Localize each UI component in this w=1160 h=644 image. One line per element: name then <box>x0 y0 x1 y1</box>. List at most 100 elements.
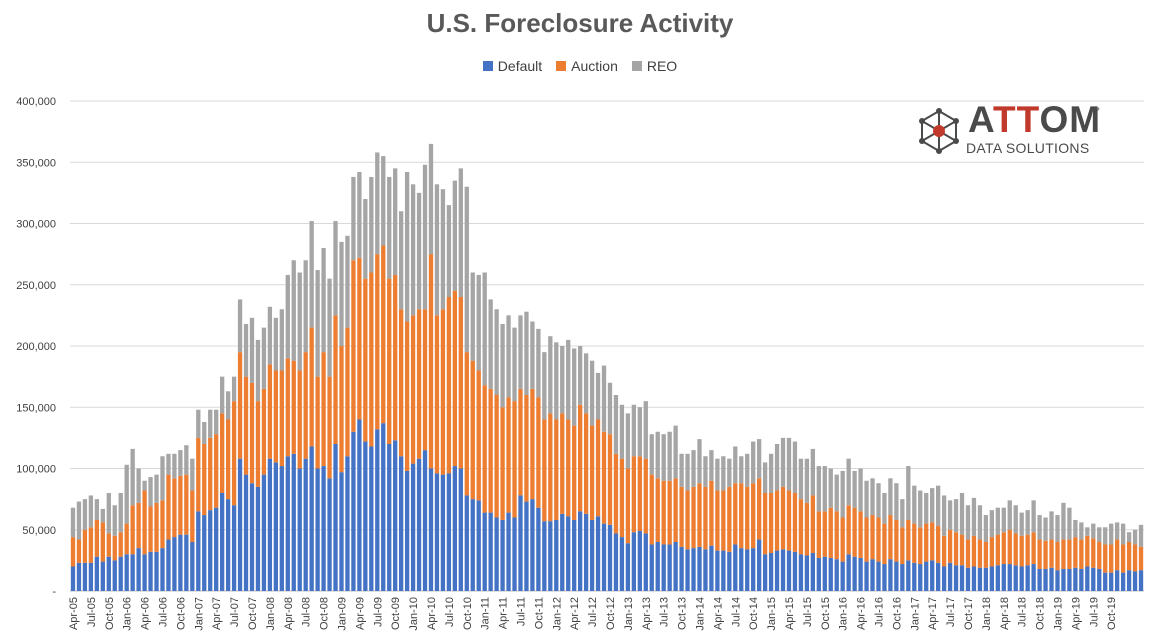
bar-auction <box>530 388 535 500</box>
bar-reo <box>631 404 636 457</box>
bar-auction <box>739 483 744 549</box>
bar-default <box>625 543 631 591</box>
bar-default <box>399 456 404 591</box>
bar-reo <box>225 391 231 420</box>
x-tick-label: Apr-18 <box>999 597 1011 630</box>
bar-reo <box>858 468 863 512</box>
bar-default <box>1079 568 1084 591</box>
bar-reo <box>1001 507 1006 533</box>
bar-reo <box>697 439 702 484</box>
bar-reo <box>94 499 99 520</box>
x-tick-label: Jul-08 <box>301 597 313 627</box>
bar-auction <box>804 502 810 556</box>
bar-reo <box>524 311 529 395</box>
bar-auction <box>231 401 237 506</box>
bar-auction <box>1025 534 1030 566</box>
bar-reo <box>739 456 744 484</box>
x-tick-label: Oct-07 <box>247 597 259 630</box>
bar-auction <box>1049 539 1054 568</box>
bar-reo <box>231 376 237 402</box>
bar-default <box>965 567 971 591</box>
x-tick-label: Oct-14 <box>748 597 760 630</box>
x-tick-label: Jul-09 <box>372 597 384 627</box>
bar-reo <box>888 478 893 516</box>
bar-reo <box>554 342 559 420</box>
x-tick-label: Apr-14 <box>712 597 724 630</box>
bar-default <box>172 537 177 591</box>
x-tick-label: Apr-11 <box>498 597 510 629</box>
bar-auction <box>1013 533 1018 566</box>
bar-auction <box>995 534 1000 566</box>
bar-reo <box>715 458 720 491</box>
bar-default <box>1043 568 1048 591</box>
bar-default <box>297 468 302 591</box>
bar-default <box>930 560 935 592</box>
bar-reo <box>1085 527 1090 536</box>
bar-reo <box>500 323 505 408</box>
bar-auction <box>858 511 863 558</box>
bar-reo <box>679 453 684 487</box>
bar-default <box>291 453 296 591</box>
bar-default <box>601 523 607 592</box>
bar-default <box>888 559 893 591</box>
bar-default <box>1097 568 1102 591</box>
bar-auction <box>94 519 99 557</box>
bar-auction <box>834 511 839 560</box>
bars <box>70 143 1144 592</box>
bar-auction <box>184 474 189 535</box>
bar-reo <box>124 464 129 524</box>
bar-reo <box>1115 522 1120 540</box>
bar-reo <box>482 272 487 386</box>
legend: Default Auction REO <box>0 58 1160 74</box>
bar-reo <box>1043 517 1048 541</box>
bar-auction <box>488 388 493 513</box>
bar-default <box>906 560 911 592</box>
bar-default <box>112 560 117 592</box>
bar-default <box>1019 566 1024 591</box>
bar-reo <box>369 176 374 273</box>
bar-default <box>870 559 875 591</box>
bar-reo <box>733 446 738 484</box>
legend-item-auction: Auction <box>556 58 618 74</box>
bar-default <box>190 542 195 591</box>
bar-reo <box>196 409 201 438</box>
bar-reo <box>1091 523 1096 539</box>
bar-reo <box>578 346 583 405</box>
bar-default <box>852 556 857 591</box>
bar-default <box>709 545 714 591</box>
bar-default <box>733 544 738 591</box>
bar-reo <box>1120 523 1126 545</box>
bar-auction <box>255 401 261 487</box>
bar-reo <box>655 431 660 479</box>
bar-auction <box>1061 539 1066 569</box>
bar-reo <box>172 453 177 479</box>
bar-auction <box>494 395 499 518</box>
bar-auction <box>888 515 893 560</box>
bar-reo <box>285 274 290 359</box>
bar-reo <box>804 458 810 503</box>
bar-auction <box>506 397 511 513</box>
chart-title: U.S. Foreclosure Activity <box>426 8 734 38</box>
bar-auction <box>900 527 905 565</box>
bar-default <box>1126 570 1132 591</box>
legend-swatch-auction <box>556 61 567 71</box>
bar-default <box>536 507 541 591</box>
bar-auction <box>697 483 702 547</box>
x-tick-label: Apr-07 <box>211 597 223 630</box>
bar-reo <box>1073 519 1078 538</box>
bar-auction <box>82 529 88 563</box>
bar-auction <box>1126 542 1132 571</box>
bar-auction <box>625 468 631 544</box>
y-tick-label: 400,000 <box>16 96 56 108</box>
x-tick-label: Oct-12 <box>605 597 617 630</box>
bar-default <box>542 521 547 591</box>
bar-default <box>136 548 141 592</box>
bar-auction <box>673 478 678 542</box>
bar-auction <box>548 413 553 522</box>
bar-default <box>554 519 559 591</box>
bar-reo <box>661 434 666 481</box>
bar-auction <box>882 523 887 565</box>
bar-auction <box>327 376 332 479</box>
bar-auction <box>941 535 947 567</box>
bar-reo <box>1055 515 1060 542</box>
